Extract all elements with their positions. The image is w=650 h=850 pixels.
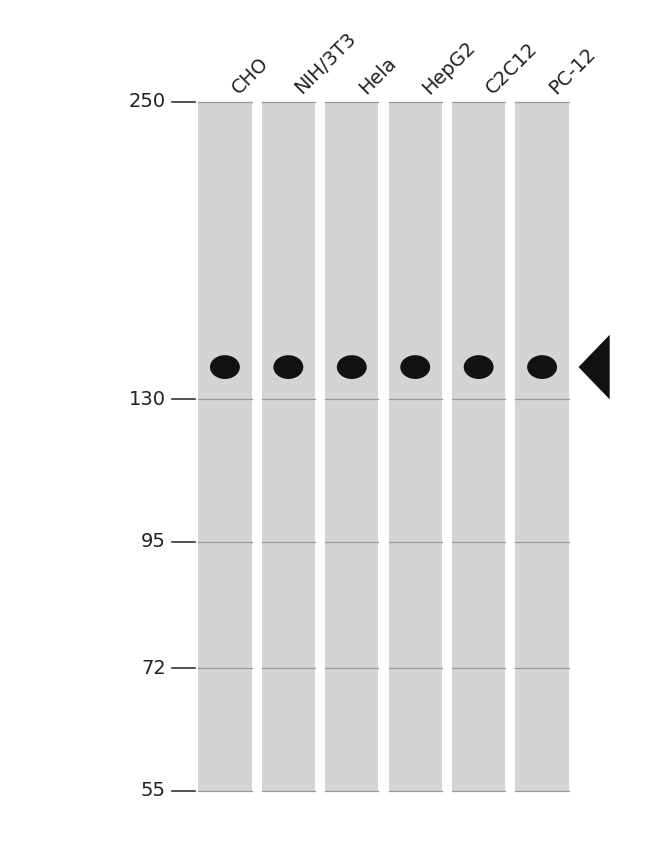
Bar: [325, 102, 378, 790]
Text: Hela: Hela: [355, 54, 400, 98]
Text: 250: 250: [129, 93, 166, 111]
Text: C2C12: C2C12: [482, 39, 541, 98]
Text: 72: 72: [141, 659, 166, 677]
Bar: [198, 102, 252, 790]
Bar: [389, 102, 442, 790]
Text: 55: 55: [141, 781, 166, 800]
Bar: [515, 102, 569, 790]
Ellipse shape: [337, 355, 367, 379]
Text: HepG2: HepG2: [419, 37, 479, 98]
Bar: [262, 102, 315, 790]
Ellipse shape: [527, 355, 557, 379]
Bar: [452, 102, 505, 790]
Ellipse shape: [274, 355, 304, 379]
Polygon shape: [578, 335, 610, 400]
Ellipse shape: [400, 355, 430, 379]
Text: NIH/3T3: NIH/3T3: [292, 29, 360, 98]
Text: 130: 130: [129, 390, 166, 409]
Text: CHO: CHO: [228, 54, 272, 98]
Ellipse shape: [463, 355, 493, 379]
Text: PC-12: PC-12: [545, 44, 599, 98]
Ellipse shape: [210, 355, 240, 379]
Text: 95: 95: [141, 532, 166, 552]
